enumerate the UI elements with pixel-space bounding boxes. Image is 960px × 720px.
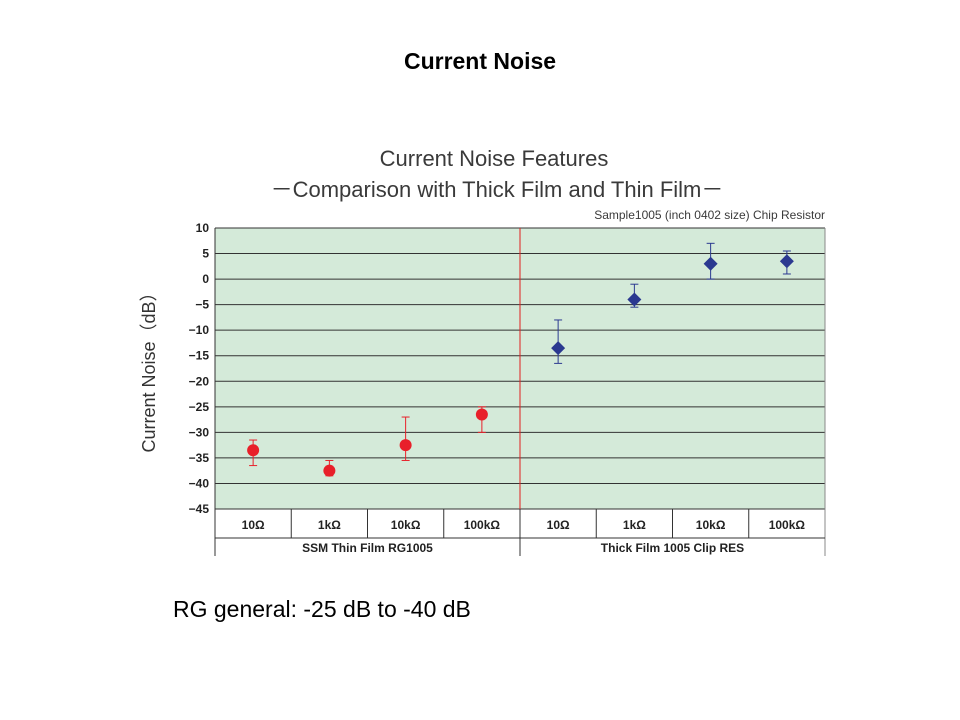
data-point-thick-film: [551, 341, 566, 356]
y-tick-label: 5: [202, 247, 209, 261]
category-label: 10Ω: [547, 518, 570, 532]
category-label: 1kΩ: [623, 518, 646, 532]
category-label: 100kΩ: [464, 518, 501, 532]
chart-subtitle: －Comparison with Thick Film and Thin Fil…: [271, 177, 724, 202]
y-tick-label: −20: [189, 374, 210, 388]
data-point-thin-film: [247, 444, 260, 457]
y-tick-label: −45: [189, 502, 210, 516]
y-tick-label: 10: [196, 221, 210, 235]
group-label: SSM Thin Film RG1005: [302, 541, 433, 555]
data-point-thick-film: [779, 254, 794, 269]
data-point-thin-film: [323, 464, 336, 477]
y-axis-label: Current Noise（dB）: [139, 283, 159, 452]
slide-title: Current Noise: [403, 48, 557, 74]
group-label: Thick Film 1005 Clip RES: [601, 541, 744, 555]
category-label: 10kΩ: [696, 518, 726, 532]
y-tick-label: −15: [189, 349, 210, 363]
y-tick-label: −35: [189, 451, 210, 465]
y-tick-label: −25: [189, 400, 210, 414]
sample-note: Sample1005 (inch 0402 size) Chip Resisto…: [594, 208, 825, 222]
data-point-thin-film: [399, 439, 412, 452]
data-point-thin-film: [475, 408, 488, 421]
category-label: 10Ω: [242, 518, 265, 532]
y-tick-label: −40: [189, 476, 210, 490]
category-label: 10kΩ: [391, 518, 421, 532]
y-tick-label: −30: [189, 425, 210, 439]
y-tick-label: 0: [202, 272, 209, 286]
note-text: RG general: -25 dB to -40 dB: [173, 596, 471, 622]
data-point-thick-film: [627, 292, 642, 307]
y-tick-label: −10: [189, 323, 210, 337]
chart-title: Current Noise Features: [380, 146, 609, 171]
y-tick-label: −5: [195, 298, 209, 312]
category-label: 1kΩ: [318, 518, 341, 532]
category-label: 100kΩ: [769, 518, 806, 532]
data-point-thick-film: [703, 256, 718, 271]
